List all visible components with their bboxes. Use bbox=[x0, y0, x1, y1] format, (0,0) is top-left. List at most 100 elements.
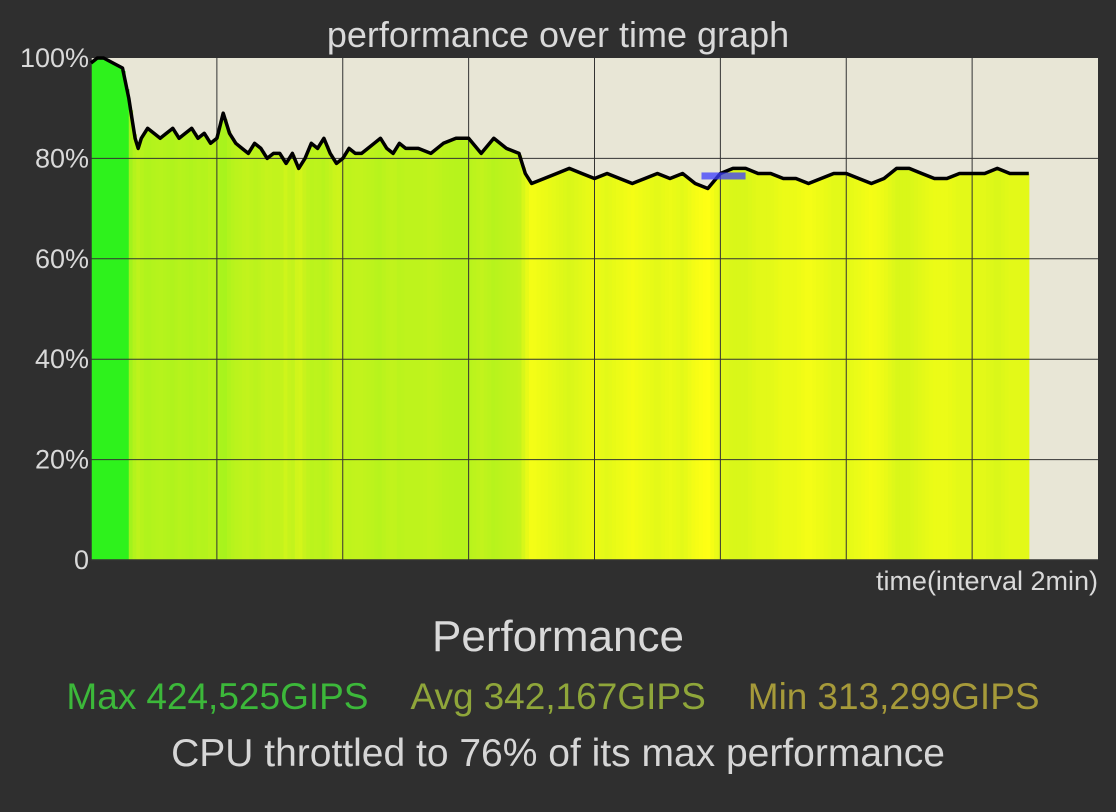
fill-strip bbox=[291, 154, 296, 561]
fill-strip bbox=[1016, 173, 1021, 560]
fill-strip bbox=[597, 176, 602, 560]
fill-strip bbox=[838, 173, 844, 560]
fill-strip bbox=[283, 162, 288, 560]
fill-strip bbox=[997, 169, 1002, 560]
fill-strip bbox=[1019, 173, 1025, 560]
fill-strip bbox=[106, 60, 111, 561]
fill-strip bbox=[211, 140, 217, 560]
fill-strip bbox=[351, 151, 356, 560]
fill-strip bbox=[226, 131, 232, 561]
fill-strip bbox=[155, 135, 160, 560]
fill-strip bbox=[721, 172, 727, 560]
fill-strip bbox=[400, 145, 406, 560]
fill-strip bbox=[868, 183, 874, 560]
fill-strip bbox=[664, 177, 670, 560]
fill-strip bbox=[1027, 173, 1030, 560]
fill-strip bbox=[121, 71, 126, 560]
fill-strip bbox=[434, 148, 440, 560]
fill-strip bbox=[978, 173, 983, 560]
fill-strip bbox=[249, 148, 254, 561]
fill-strip bbox=[831, 173, 836, 560]
fill-strip bbox=[464, 138, 470, 560]
fill-strip bbox=[423, 151, 428, 560]
fill-strip bbox=[381, 143, 387, 560]
fill-strip bbox=[646, 177, 651, 560]
fill-strip bbox=[498, 143, 504, 561]
performance-line bbox=[89, 56, 1029, 191]
fill-strip bbox=[192, 133, 198, 561]
fill-strip bbox=[317, 145, 322, 560]
fill-strip bbox=[725, 170, 730, 560]
fill-strip bbox=[408, 148, 413, 561]
fill-strip bbox=[359, 153, 364, 560]
fill-strip bbox=[294, 163, 300, 560]
fill-strip bbox=[612, 176, 617, 560]
fill-strip bbox=[555, 173, 560, 561]
fill-strip bbox=[457, 138, 462, 560]
fill-strip bbox=[411, 148, 417, 561]
fill-strip bbox=[510, 150, 515, 560]
fill-strip bbox=[208, 142, 213, 560]
y-tick-label: 60% bbox=[35, 244, 89, 274]
fill-strip bbox=[967, 173, 972, 560]
min-label: Min bbox=[747, 676, 808, 717]
fill-strip bbox=[117, 66, 122, 560]
fill-strip bbox=[748, 170, 753, 560]
fill-strip bbox=[732, 168, 738, 560]
fill-strip bbox=[578, 172, 583, 560]
y-tick-label: 0 bbox=[74, 545, 89, 575]
fill-strip bbox=[982, 173, 987, 560]
fill-strip bbox=[396, 144, 402, 560]
fill-strip bbox=[483, 148, 489, 560]
fill-strip bbox=[306, 150, 311, 560]
fill-strip bbox=[668, 178, 674, 560]
fill-strip bbox=[189, 128, 194, 561]
fill-strip bbox=[959, 173, 964, 560]
min-stat: Min 313,299GIPS bbox=[748, 676, 1050, 718]
fill-strip bbox=[827, 175, 832, 561]
throttle-message: CPU throttled to 76% of its max performa… bbox=[171, 732, 945, 775]
fill-strip bbox=[714, 178, 719, 560]
fill-strip bbox=[109, 62, 115, 560]
fill-strip bbox=[374, 141, 379, 561]
fill-strip bbox=[623, 180, 628, 560]
fill-strip bbox=[113, 64, 119, 560]
fill-strip bbox=[850, 175, 855, 560]
fill-strip bbox=[793, 178, 798, 561]
y-tick-label: 40% bbox=[35, 344, 89, 374]
fill-strip bbox=[593, 178, 598, 560]
fill-strip bbox=[759, 173, 764, 560]
performance-line-layer bbox=[89, 56, 1029, 191]
stats-row: Max 424,525GIPS Avg 342,167GIPS Min 313,299… bbox=[0, 676, 1116, 718]
fill-strip bbox=[585, 175, 591, 560]
fill-strip bbox=[468, 140, 474, 561]
fill-strip bbox=[895, 168, 900, 560]
fill-strip bbox=[461, 138, 466, 560]
fill-strip bbox=[642, 178, 647, 560]
fill-strip bbox=[491, 139, 496, 560]
fill-strip bbox=[430, 151, 436, 560]
fill-strip bbox=[778, 177, 783, 560]
fill-strip bbox=[336, 161, 341, 560]
fill-strip bbox=[328, 154, 334, 560]
fill-strip bbox=[91, 61, 96, 560]
fill-strip bbox=[782, 178, 787, 561]
fill-strip bbox=[264, 157, 270, 560]
fill-strip bbox=[355, 153, 360, 560]
fill-strip bbox=[393, 150, 398, 561]
fill-strip bbox=[581, 174, 587, 560]
fill-strip bbox=[276, 153, 281, 560]
fill-strip bbox=[974, 173, 980, 560]
fill-strip bbox=[147, 129, 153, 560]
fill-strip bbox=[687, 178, 693, 560]
fill-strip bbox=[332, 160, 338, 560]
x-axis-label: time(interval 2min) bbox=[875, 566, 1098, 596]
fill-strip bbox=[857, 178, 862, 560]
fill-strip bbox=[513, 152, 519, 560]
fill-strip bbox=[313, 146, 319, 560]
fill-strip bbox=[540, 179, 545, 560]
fill-strip bbox=[215, 135, 220, 560]
fill-strip bbox=[846, 174, 851, 560]
fill-strip bbox=[770, 174, 776, 560]
fill-strip bbox=[445, 141, 451, 560]
